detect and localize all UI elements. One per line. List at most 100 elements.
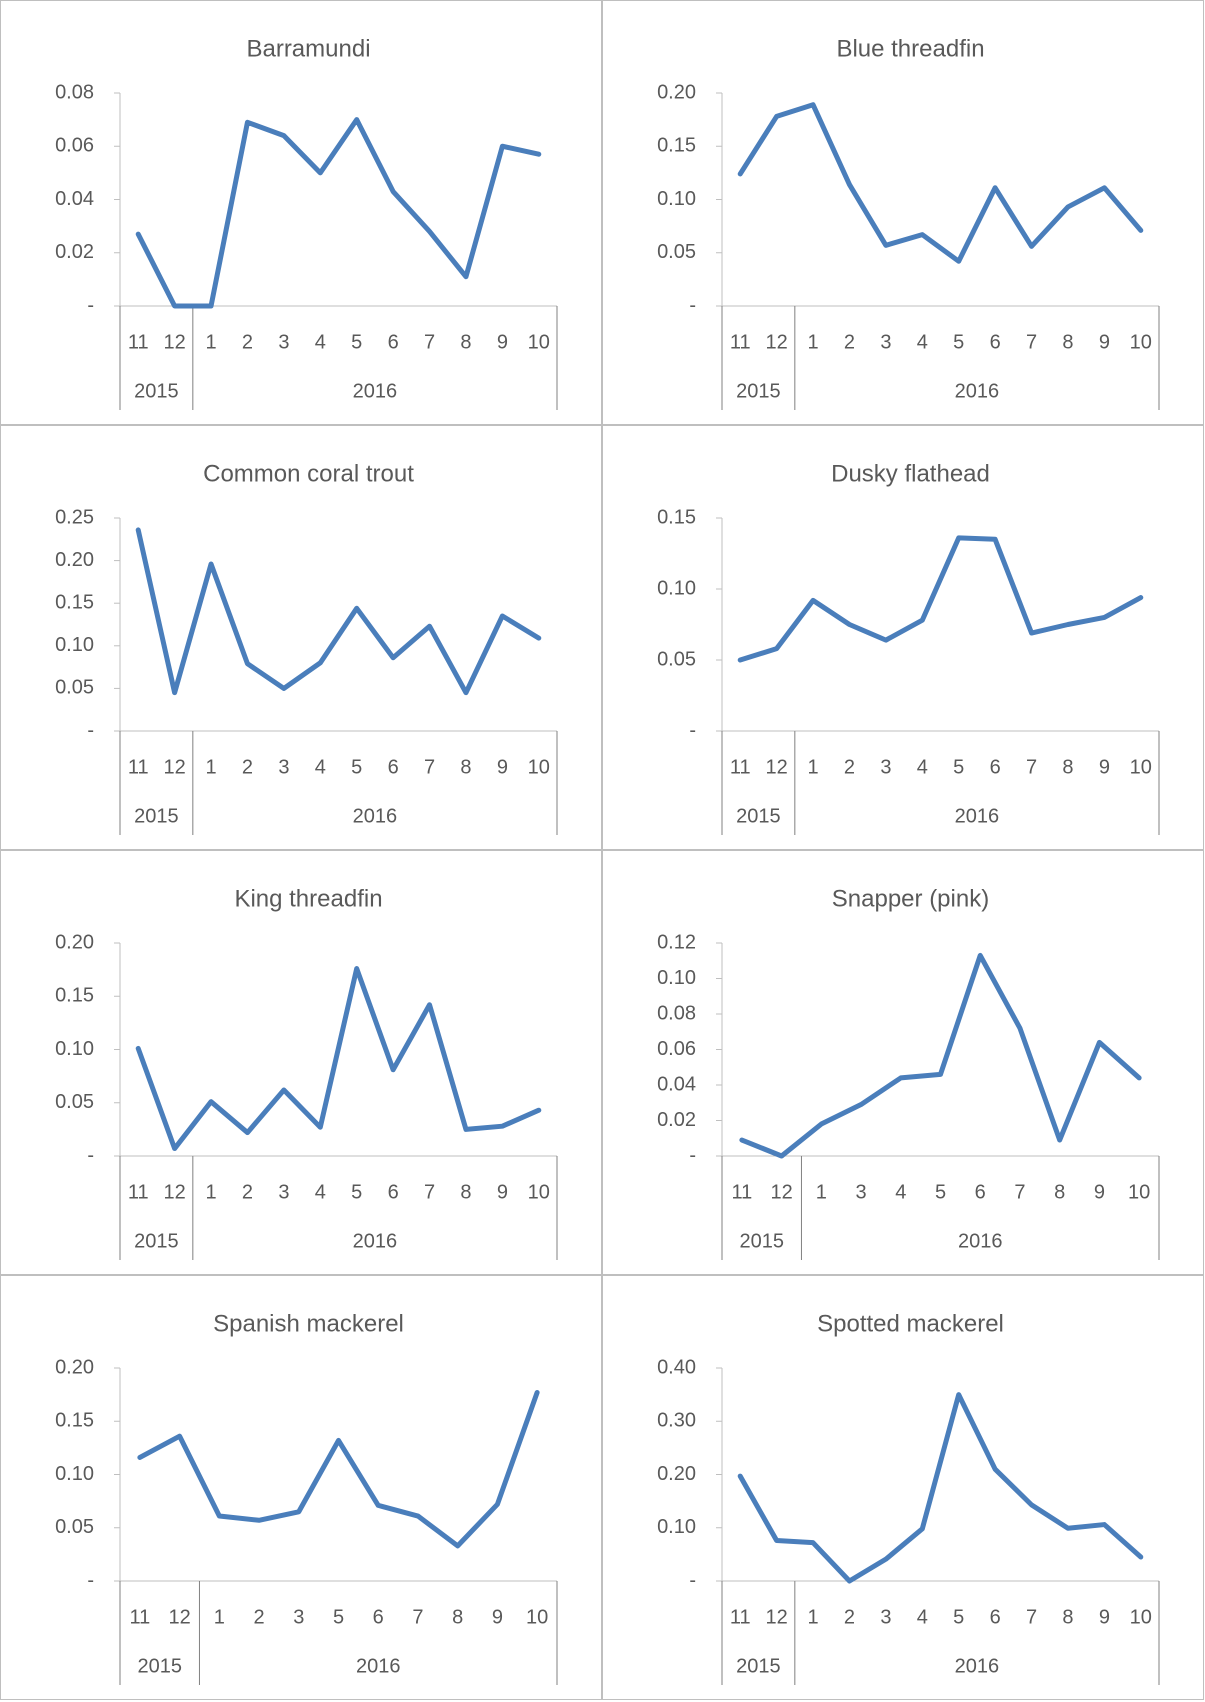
y-tick-label: 0.05 <box>657 648 696 670</box>
x-tick-label: 10 <box>1130 1606 1152 1628</box>
y-tick-label: 0.02 <box>55 241 94 263</box>
x-tick-label: 7 <box>1026 756 1037 778</box>
x-tick-label: 1 <box>205 756 216 778</box>
chart-title: Common coral trout <box>203 460 414 487</box>
chart-cell <box>0 1275 602 1700</box>
x-tick-label: 4 <box>917 756 928 778</box>
x-tick-label: 2 <box>253 1606 264 1628</box>
y-tick-label: - <box>689 294 696 316</box>
x-tick-label: 8 <box>460 1181 471 1203</box>
x-tick-label: 6 <box>388 1181 399 1203</box>
x-tick-label: 12 <box>770 1181 792 1203</box>
x-tick-label: 11 <box>730 756 751 778</box>
x-tick-label: 9 <box>1099 1606 1110 1628</box>
x-tick-label: 2 <box>844 331 855 353</box>
x-tick-label: 9 <box>497 1181 508 1203</box>
x-tick-label: 4 <box>315 756 326 778</box>
chart-title: Spanish mackerel <box>213 1310 404 1337</box>
x-tick-label: 6 <box>990 331 1001 353</box>
x-tick-label: 11 <box>730 331 751 353</box>
group-label: 2015 <box>736 1655 781 1677</box>
x-tick-label: 11 <box>128 1181 149 1203</box>
x-tick-label: 3 <box>880 331 891 353</box>
x-tick-label: 3 <box>880 1606 891 1628</box>
y-tick-label: 0.10 <box>55 1463 94 1485</box>
x-tick-label: 5 <box>351 756 362 778</box>
data-line <box>135 966 542 1152</box>
x-tick-label: 7 <box>424 331 435 353</box>
x-tick-label: 3 <box>278 331 289 353</box>
data-line <box>737 1392 1144 1584</box>
y-tick-label: 0.05 <box>55 677 94 699</box>
x-tick-label: 12 <box>168 1606 190 1628</box>
x-tick-label: 7 <box>1026 1606 1037 1628</box>
x-tick-label: 5 <box>935 1181 946 1203</box>
group-label: 2015 <box>736 805 781 827</box>
x-tick-label: 3 <box>880 756 891 778</box>
x-tick-label: 5 <box>351 1181 362 1203</box>
y-tick-label: 0.08 <box>55 81 94 103</box>
x-tick-label: 1 <box>205 331 216 353</box>
y-tick-label: 0.25 <box>55 506 94 528</box>
y-tick-label: 0.15 <box>55 1410 94 1432</box>
x-tick-label: 8 <box>1054 1181 1065 1203</box>
x-tick-label: 7 <box>412 1606 423 1628</box>
y-tick-label: 0.10 <box>657 577 696 599</box>
group-label: 2015 <box>137 1655 182 1677</box>
x-tick-label: 2 <box>242 756 253 778</box>
group-label: 2015 <box>736 380 781 402</box>
group-label: 2016 <box>356 1655 401 1677</box>
data-line <box>737 535 1144 663</box>
x-tick-label: 2 <box>844 1606 855 1628</box>
y-tick-label: - <box>87 1144 94 1166</box>
x-tick-label: 4 <box>315 331 326 353</box>
x-tick-label: 9 <box>492 1606 503 1628</box>
y-tick-label: 0.10 <box>657 967 696 989</box>
x-tick-label: 10 <box>1130 756 1152 778</box>
group-label: 2015 <box>134 805 179 827</box>
x-tick-label: 12 <box>766 331 788 353</box>
x-tick-label: 8 <box>460 331 471 353</box>
x-tick-label: 6 <box>373 1606 384 1628</box>
group-label: 2016 <box>353 1230 398 1252</box>
y-tick-label: - <box>689 719 696 741</box>
x-tick-label: 6 <box>388 331 399 353</box>
y-tick-label: - <box>87 294 94 316</box>
chart-title: Dusky flathead <box>831 460 990 487</box>
y-tick-label: 0.05 <box>55 1091 94 1113</box>
y-tick-label: 0.06 <box>657 1038 696 1060</box>
data-line <box>137 1389 540 1549</box>
chart-title: King threadfin <box>234 885 382 912</box>
x-tick-label: 6 <box>975 1181 986 1203</box>
x-tick-label: 8 <box>1062 331 1073 353</box>
x-tick-label: 7 <box>424 756 435 778</box>
x-tick-label: 5 <box>953 331 964 353</box>
x-tick-label: 6 <box>990 756 1001 778</box>
y-tick-label: 0.20 <box>55 931 94 953</box>
y-tick-label: 0.05 <box>55 1516 94 1538</box>
x-tick-label: 10 <box>528 756 550 778</box>
y-tick-label: 0.10 <box>657 1516 696 1538</box>
chart-title: Barramundi <box>246 35 370 62</box>
x-tick-label: 5 <box>351 331 362 353</box>
chart-cell <box>602 1275 1204 1700</box>
x-tick-label: 9 <box>497 331 508 353</box>
y-tick-label: 0.12 <box>657 931 696 953</box>
chart-title: Blue threadfin <box>836 35 984 62</box>
group-label: 2015 <box>739 1230 784 1252</box>
y-tick-label: - <box>689 1569 696 1591</box>
x-tick-label: 7 <box>1026 331 1037 353</box>
x-tick-label: 4 <box>917 331 928 353</box>
y-tick-label: 0.10 <box>55 1038 94 1060</box>
group-label: 2016 <box>955 805 1000 827</box>
y-tick-label: 0.15 <box>657 506 696 528</box>
group-label: 2016 <box>955 1655 1000 1677</box>
x-tick-label: 11 <box>731 1181 752 1203</box>
group-label: 2015 <box>134 380 179 402</box>
y-tick-label: 0.05 <box>657 241 696 263</box>
chart-cell <box>602 425 1204 850</box>
chart-cell <box>0 0 602 425</box>
x-tick-label: 4 <box>917 1606 928 1628</box>
y-tick-label: 0.15 <box>55 985 94 1007</box>
